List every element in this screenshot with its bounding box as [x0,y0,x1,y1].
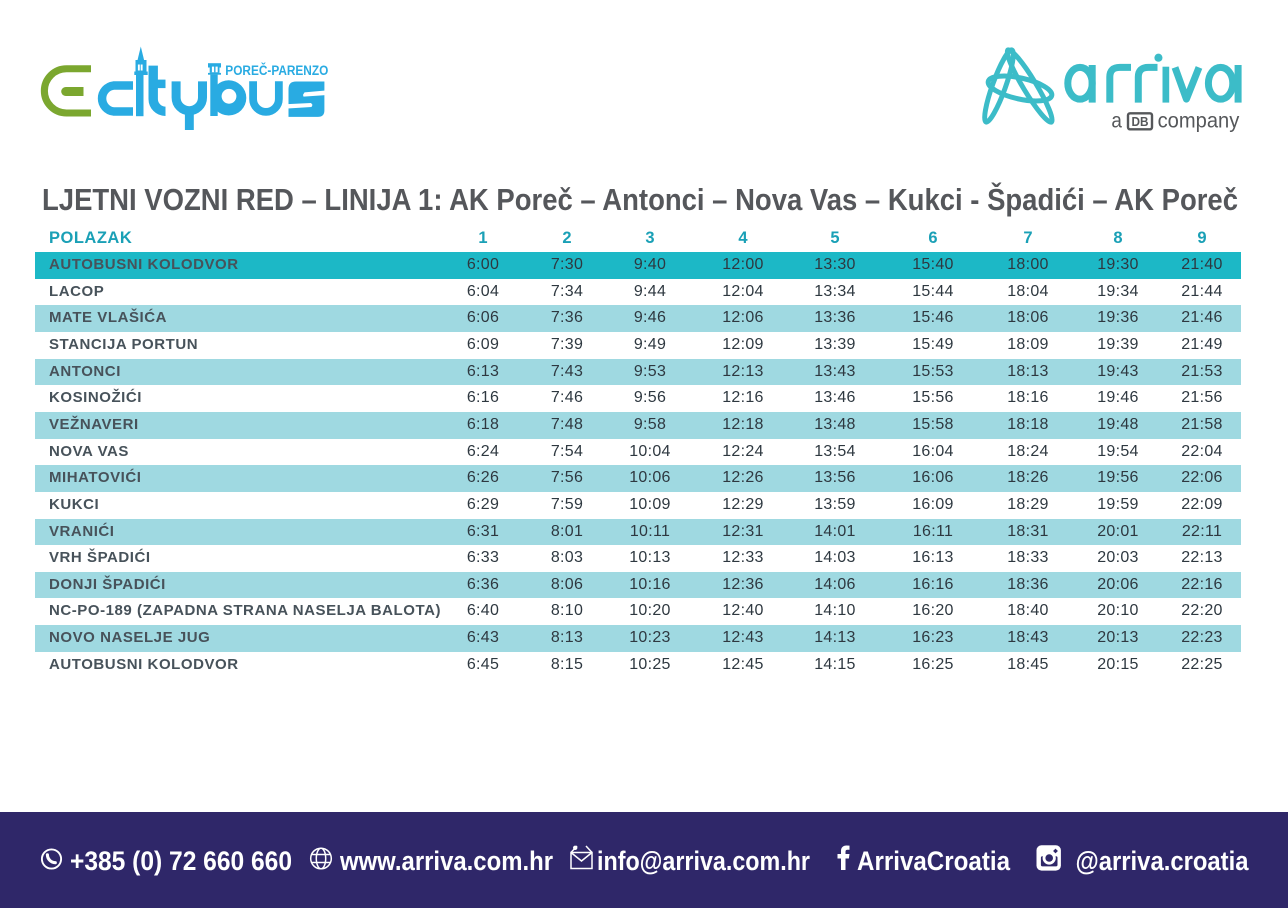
svg-text:info@arriva.com.hr: info@arriva.com.hr [597,846,810,876]
svg-text:POREČ-PARENZO: POREČ-PARENZO [225,61,328,79]
svg-text:a: a [1111,110,1122,133]
svg-text:+385 (0) 72 660 660: +385 (0) 72 660 660 [70,846,292,876]
svg-text:company: company [1158,110,1240,133]
svg-text:www.arriva.com.hr: www.arriva.com.hr [339,846,553,876]
svg-text:LJETNI VOZNI RED – LINIJA 1: A: LJETNI VOZNI RED – LINIJA 1: AK Poreč – … [42,181,1238,217]
svg-text:DB: DB [1132,115,1149,129]
svg-text:@arriva.croatia: @arriva.croatia [1076,846,1250,876]
svg-text:ArrivaCroatia: ArrivaCroatia [857,846,1011,876]
